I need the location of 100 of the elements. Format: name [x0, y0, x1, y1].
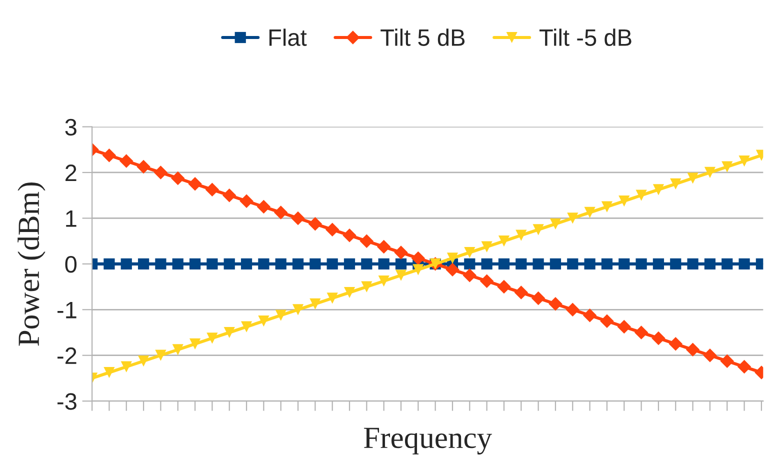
point [462, 268, 477, 282]
point [258, 258, 270, 270]
point [687, 258, 698, 270]
point [258, 316, 270, 327]
point [222, 188, 236, 202]
y-axis-title: Power (dBm) [18, 182, 46, 346]
point [617, 320, 632, 334]
point [395, 270, 407, 281]
point [567, 258, 578, 270]
point [584, 258, 596, 270]
point [464, 258, 476, 270]
point [344, 258, 356, 270]
point [170, 171, 185, 186]
point [188, 177, 202, 191]
point [636, 190, 647, 201]
point [618, 196, 630, 207]
point [722, 258, 733, 270]
point [516, 230, 527, 241]
point [138, 356, 150, 367]
point [704, 166, 716, 178]
point [172, 258, 184, 270]
point [550, 258, 562, 270]
point [292, 258, 304, 270]
y-tick-label: 2 [66, 164, 76, 182]
point [361, 281, 372, 292]
point [582, 308, 597, 322]
point [584, 206, 596, 218]
point [686, 342, 700, 357]
point [722, 161, 733, 172]
point [360, 234, 374, 248]
point [308, 217, 322, 231]
point [601, 258, 613, 270]
point [342, 228, 356, 242]
point [206, 332, 218, 344]
point [670, 258, 682, 270]
point [480, 274, 494, 288]
point [446, 252, 458, 264]
point [481, 241, 492, 252]
point [412, 264, 424, 276]
legend-label: Tilt -5 dB [540, 28, 632, 46]
point [119, 154, 134, 168]
point [376, 240, 391, 254]
point [326, 258, 338, 270]
point [344, 286, 356, 298]
point [687, 172, 698, 184]
point [394, 246, 408, 260]
legend-label: Tilt 5 dB [380, 28, 465, 46]
point [205, 182, 220, 197]
point [291, 211, 305, 226]
point [310, 258, 321, 270]
y-tick-label: 1 [66, 210, 76, 227]
point [240, 321, 252, 332]
point [275, 258, 286, 270]
point [395, 258, 407, 270]
point [326, 292, 338, 304]
x-axis-title: Frequency [364, 428, 492, 454]
point [634, 326, 648, 340]
point [600, 314, 614, 328]
point [172, 344, 184, 356]
point [566, 302, 580, 317]
point [548, 297, 562, 311]
point [155, 258, 166, 270]
point [224, 326, 235, 338]
point [310, 298, 321, 310]
point [531, 291, 546, 306]
point [738, 156, 750, 167]
point [120, 361, 132, 372]
point [224, 258, 235, 270]
point [154, 166, 168, 180]
point [567, 212, 578, 224]
point [737, 360, 752, 374]
point [138, 258, 150, 270]
point [325, 222, 340, 237]
point [378, 258, 390, 270]
point [668, 337, 682, 351]
point [206, 258, 218, 270]
point [411, 251, 426, 266]
point [136, 160, 150, 174]
point [361, 258, 372, 270]
point [532, 224, 544, 236]
point [670, 178, 682, 190]
point [514, 286, 528, 300]
point [550, 218, 562, 230]
y-tick-label: -2 [58, 347, 76, 364]
point [464, 246, 476, 258]
point [256, 200, 271, 214]
point [240, 194, 254, 208]
point [155, 350, 166, 361]
point [704, 258, 716, 270]
point [720, 354, 734, 368]
point [652, 331, 666, 346]
point [378, 276, 390, 287]
point [497, 280, 511, 294]
point [738, 258, 750, 270]
point [275, 310, 286, 321]
point [240, 258, 252, 270]
point [498, 258, 510, 270]
point [652, 184, 664, 196]
y-tick-label: 3 [65, 118, 76, 136]
y-tick-label: 0 [65, 256, 77, 273]
